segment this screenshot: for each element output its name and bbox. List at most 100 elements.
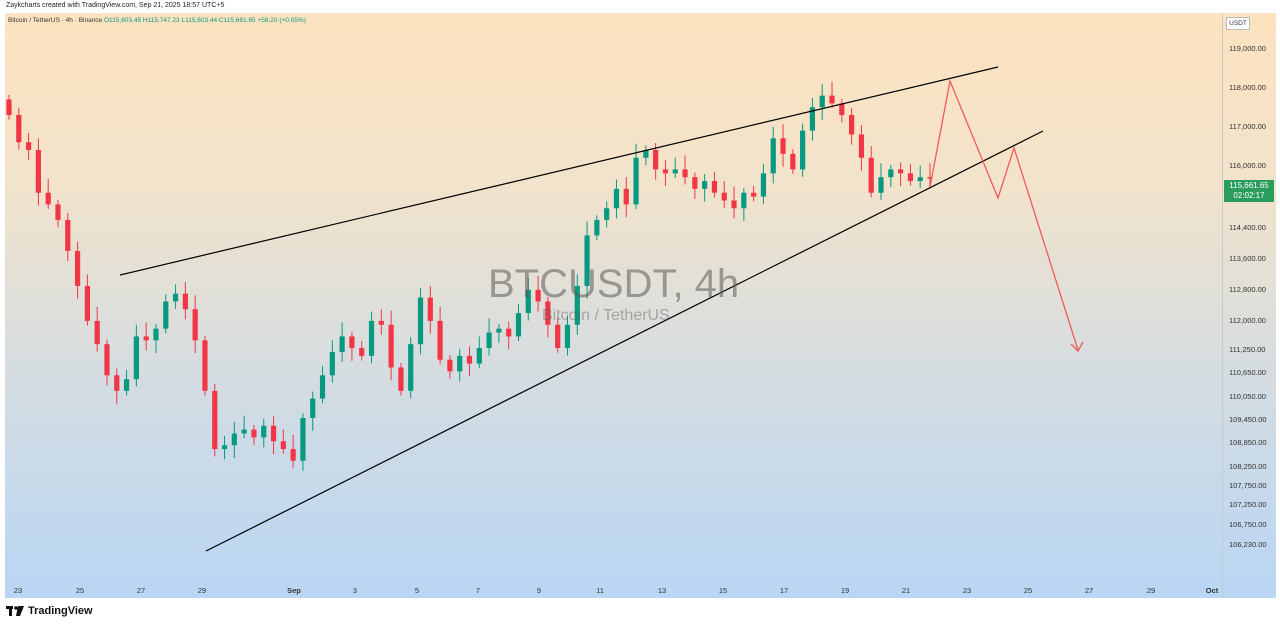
candle[interactable] bbox=[368, 320, 375, 356]
candle[interactable] bbox=[359, 348, 365, 356]
candle[interactable] bbox=[927, 177, 933, 179]
candle[interactable] bbox=[731, 200, 737, 209]
candle[interactable] bbox=[525, 289, 531, 314]
candle[interactable] bbox=[133, 336, 139, 380]
candle[interactable] bbox=[457, 355, 463, 372]
candle[interactable] bbox=[310, 398, 316, 418]
price-chart[interactable] bbox=[5, 13, 1222, 598]
candle[interactable] bbox=[212, 390, 218, 450]
candle[interactable] bbox=[65, 219, 71, 251]
projection-path[interactable] bbox=[929, 78, 1079, 351]
candle[interactable] bbox=[182, 293, 188, 310]
candle[interactable] bbox=[584, 235, 590, 286]
candle[interactable] bbox=[545, 301, 551, 325]
candle[interactable] bbox=[241, 429, 247, 434]
candle[interactable] bbox=[6, 99, 12, 116]
candle[interactable] bbox=[702, 181, 708, 189]
candle[interactable] bbox=[427, 297, 433, 321]
candle[interactable] bbox=[653, 149, 659, 170]
candle[interactable] bbox=[692, 177, 698, 189]
candle[interactable] bbox=[662, 169, 669, 174]
candle[interactable] bbox=[672, 169, 678, 174]
candle[interactable] bbox=[163, 301, 169, 329]
candle[interactable] bbox=[898, 169, 904, 174]
candle[interactable] bbox=[84, 285, 90, 321]
candle[interactable] bbox=[643, 149, 649, 158]
currency-badge[interactable]: USDT bbox=[1226, 17, 1250, 30]
candle[interactable] bbox=[829, 95, 835, 104]
candle[interactable] bbox=[339, 336, 345, 352]
candle[interactable] bbox=[417, 297, 424, 345]
candle[interactable] bbox=[251, 429, 257, 438]
candle[interactable] bbox=[780, 138, 786, 154]
candle[interactable] bbox=[496, 328, 502, 333]
candle[interactable] bbox=[623, 188, 629, 205]
candle[interactable] bbox=[506, 328, 512, 337]
candle[interactable] bbox=[800, 130, 806, 170]
candle[interactable] bbox=[741, 192, 747, 209]
candle[interactable] bbox=[604, 208, 610, 220]
candle[interactable] bbox=[751, 192, 757, 197]
candle[interactable] bbox=[378, 320, 384, 325]
candle[interactable] bbox=[711, 181, 718, 193]
candle[interactable] bbox=[858, 134, 865, 158]
candle[interactable] bbox=[329, 351, 335, 376]
price-axis[interactable] bbox=[1222, 13, 1276, 598]
candle[interactable] bbox=[55, 204, 61, 220]
candle[interactable] bbox=[770, 138, 776, 174]
candle[interactable] bbox=[819, 95, 825, 108]
candle[interactable] bbox=[16, 115, 22, 143]
candle[interactable] bbox=[878, 177, 884, 193]
candle[interactable] bbox=[907, 173, 914, 182]
candle[interactable] bbox=[917, 177, 923, 182]
tradingview-logo[interactable]: TradingView bbox=[6, 605, 93, 617]
candle[interactable] bbox=[25, 142, 32, 150]
candle[interactable] bbox=[300, 417, 306, 461]
candle[interactable] bbox=[290, 449, 296, 461]
candle[interactable] bbox=[594, 219, 600, 236]
candle[interactable] bbox=[839, 103, 845, 116]
lower-trendline[interactable] bbox=[205, 130, 1044, 552]
candle[interactable] bbox=[564, 324, 571, 349]
candle[interactable] bbox=[888, 169, 894, 178]
candle[interactable] bbox=[349, 336, 355, 349]
candle[interactable] bbox=[270, 425, 277, 442]
candle[interactable] bbox=[202, 340, 208, 391]
candle[interactable] bbox=[172, 293, 179, 302]
candle[interactable] bbox=[613, 188, 620, 209]
candle[interactable] bbox=[104, 344, 110, 376]
candle[interactable] bbox=[868, 157, 874, 193]
candle[interactable] bbox=[535, 289, 541, 302]
candle[interactable] bbox=[555, 324, 561, 349]
candle[interactable] bbox=[809, 107, 816, 131]
candle[interactable] bbox=[153, 328, 159, 341]
candle[interactable] bbox=[74, 250, 81, 286]
candle[interactable] bbox=[849, 115, 855, 135]
candle[interactable] bbox=[515, 313, 522, 337]
candle[interactable] bbox=[466, 355, 473, 364]
candle[interactable] bbox=[280, 441, 286, 450]
candle[interactable] bbox=[388, 324, 394, 368]
candle[interactable] bbox=[143, 336, 149, 341]
candle[interactable] bbox=[231, 433, 237, 446]
candle[interactable] bbox=[123, 379, 130, 391]
candle[interactable] bbox=[192, 309, 198, 341]
candle[interactable] bbox=[447, 359, 453, 372]
candle[interactable] bbox=[94, 320, 100, 345]
candle[interactable] bbox=[476, 348, 482, 364]
candle[interactable] bbox=[790, 153, 796, 170]
candle[interactable] bbox=[45, 192, 51, 205]
candle[interactable] bbox=[574, 285, 580, 325]
chart-area[interactable] bbox=[5, 13, 1222, 598]
candle[interactable] bbox=[35, 149, 41, 193]
candle[interactable] bbox=[633, 157, 639, 205]
candle[interactable] bbox=[398, 367, 404, 391]
candle[interactable] bbox=[437, 320, 443, 360]
candle[interactable] bbox=[261, 425, 267, 438]
candle[interactable] bbox=[486, 332, 492, 349]
candle[interactable] bbox=[319, 375, 326, 399]
upper-trendline[interactable] bbox=[119, 66, 999, 276]
candle[interactable] bbox=[408, 344, 414, 391]
candle[interactable] bbox=[221, 445, 228, 450]
candle[interactable] bbox=[721, 192, 727, 201]
